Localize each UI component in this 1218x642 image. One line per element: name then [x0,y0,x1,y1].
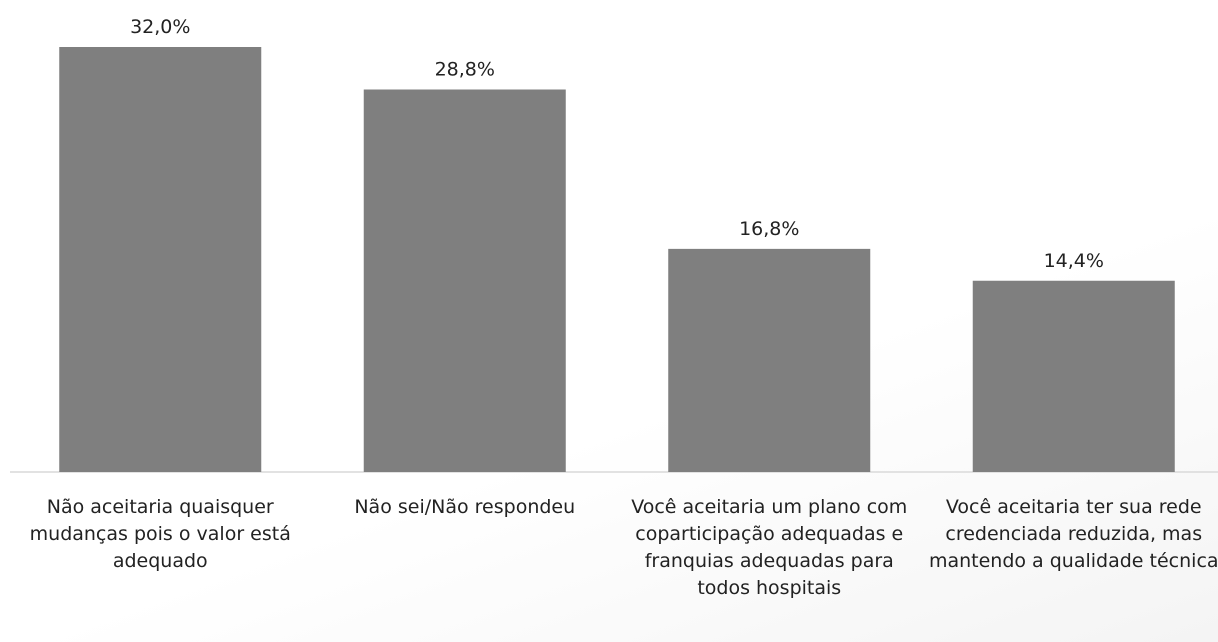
bar [363,89,566,472]
x-tick-label: Não aceitaria quaisquer mudanças pois o … [29,496,291,572]
value-label: 16,8% [739,218,799,240]
x-tick-label: Você aceitaria ter sua rede credenciada … [928,496,1218,572]
bar [59,47,262,472]
bar [972,280,1175,472]
value-label: 32,0% [130,16,190,38]
value-label: 28,8% [435,59,495,81]
value-label: 14,4% [1044,250,1104,272]
bar [668,248,871,472]
x-tick-label: Você aceitaria um plano com coparticipaç… [631,496,908,599]
x-tick-label: Não sei/Não respondeu [354,496,576,518]
